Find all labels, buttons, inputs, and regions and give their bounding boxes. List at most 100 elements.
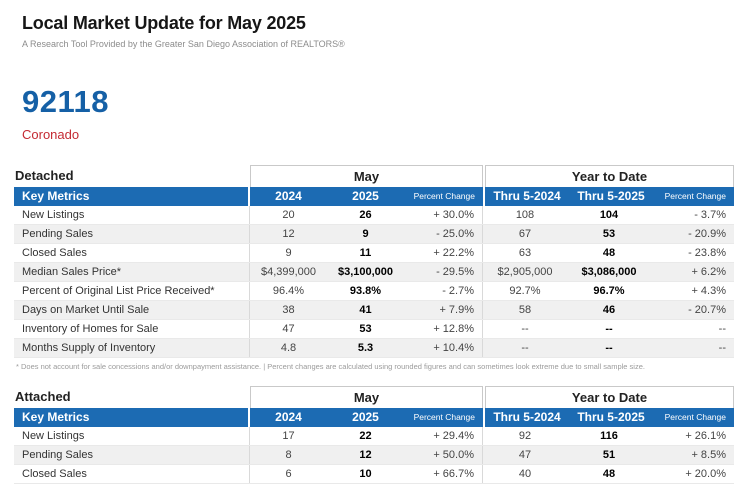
cell-ytd-2025: 96.7% xyxy=(593,285,625,297)
table-row: Closed Sales 6 10 + 66.7% 40 48 + 20.0% xyxy=(14,465,734,484)
cell-may-2025: $3,100,000 xyxy=(337,266,394,278)
cell-may-2025: 12 xyxy=(359,449,372,461)
cell-may-change: + 66.7% xyxy=(404,465,483,483)
metric-label: New Listings xyxy=(14,206,250,224)
cell-may-change: + 7.9% xyxy=(404,301,483,319)
zip-code: 92118 xyxy=(22,84,109,119)
cell-may-2024: 8 xyxy=(285,449,292,461)
col-thru-2024: Thru 5-2024 xyxy=(493,189,561,203)
col-thru-2024: Thru 5-2024 xyxy=(493,410,561,424)
cell-ytd-2024: 92 xyxy=(518,430,532,442)
cell-may-2025: 10 xyxy=(359,468,372,480)
table-row: New Listings 20 26 + 30.0% 108 104 - 3.7% xyxy=(14,206,734,225)
metric-label: Days on Market Until Sale xyxy=(14,301,250,319)
cell-ytd-2024: 58 xyxy=(518,304,532,316)
metric-label: Percent of Original List Price Received* xyxy=(14,282,250,300)
may-group-header: May xyxy=(250,165,483,187)
cell-ytd-change: -- xyxy=(718,323,726,335)
cell-ytd-change: + 8.5% xyxy=(691,449,726,461)
cell-may-change: + 22.2% xyxy=(404,244,483,262)
col-thru-2025: Thru 5-2025 xyxy=(577,189,645,203)
cell-may-2025: 11 xyxy=(359,247,372,259)
section-title-attached: Attached xyxy=(15,389,71,404)
cell-ytd-change: + 26.1% xyxy=(685,430,726,442)
may-columns-header: 2024 2025 Percent Change xyxy=(250,408,483,427)
col-percent-change: Percent Change xyxy=(413,412,475,422)
cell-may-2024: $4,399,000 xyxy=(260,266,317,278)
detached-table: Detached May Year to Date Key Metrics 20… xyxy=(14,165,734,358)
metric-label: Closed Sales xyxy=(14,465,250,483)
cell-may-2025: 93.8% xyxy=(349,285,382,297)
cell-ytd-2025: 116 xyxy=(600,430,618,442)
table-row: Pending Sales 12 9 - 25.0% 67 53 - 20.9% xyxy=(14,225,734,244)
cell-may-2024: 6 xyxy=(285,468,292,480)
cell-may-change: + 10.4% xyxy=(404,339,483,357)
cell-may-change: + 12.8% xyxy=(404,320,483,338)
table-row: New Listings 17 22 + 29.4% 92 116 + 26.1% xyxy=(14,427,734,446)
cell-may-2025: 5.3 xyxy=(357,342,374,354)
detached-group-header: Detached May Year to Date xyxy=(14,165,734,187)
cell-ytd-change: + 4.3% xyxy=(691,285,726,297)
may-group-header: May xyxy=(250,386,483,408)
cell-ytd-change: + 6.2% xyxy=(691,266,726,278)
cell-ytd-2025: 51 xyxy=(602,449,616,461)
cell-ytd-2025: 53 xyxy=(602,228,616,240)
cell-ytd-change: - 23.8% xyxy=(688,247,726,259)
cell-may-change: - 29.5% xyxy=(404,263,483,281)
attached-table: Attached May Year to Date Key Metrics 20… xyxy=(14,386,734,484)
city-name: Coronado xyxy=(22,127,80,142)
cell-ytd-2025: 48 xyxy=(602,247,616,259)
cell-ytd-2025: 48 xyxy=(602,468,616,480)
col-thru-2025: Thru 5-2025 xyxy=(577,410,645,424)
cell-may-2024: 20 xyxy=(282,209,295,221)
cell-may-2025: 41 xyxy=(359,304,372,316)
cell-ytd-2024: $2,905,000 xyxy=(497,266,553,278)
cell-ytd-change: - 3.7% xyxy=(694,209,726,221)
key-metrics-label: Key Metrics xyxy=(14,187,248,206)
ytd-group-header: Year to Date xyxy=(485,165,734,187)
key-metrics-label: Key Metrics xyxy=(14,408,248,427)
table-row: Median Sales Price* $4,399,000 $3,100,000-… xyxy=(14,263,734,282)
col-2024: 2024 xyxy=(275,410,302,424)
cell-may-2024: 38 xyxy=(282,304,295,316)
cell-may-change: - 2.7% xyxy=(404,282,483,300)
cell-ytd-2024: 108 xyxy=(515,209,535,221)
cell-may-2024: 47 xyxy=(282,323,295,335)
col-ytd-percent-change: Percent Change xyxy=(664,191,726,201)
key-metrics-header-row: Key Metrics 2024 2025 Percent Change Thr… xyxy=(14,408,734,427)
section-title-detached: Detached xyxy=(15,168,74,183)
cell-ytd-change: + 20.0% xyxy=(685,468,726,480)
cell-ytd-2025: -- xyxy=(605,342,613,354)
cell-may-change: + 30.0% xyxy=(404,206,483,224)
cell-may-2024: 9 xyxy=(285,247,292,259)
detached-rows: New Listings 20 26 + 30.0% 108 104 - 3.7% Pendi… xyxy=(14,206,734,358)
metric-label: Inventory of Homes for Sale xyxy=(14,320,250,338)
cell-may-change: + 50.0% xyxy=(404,446,483,464)
col-2025: 2025 xyxy=(352,410,379,424)
attached-group-header: Attached May Year to Date xyxy=(14,386,734,408)
col-2025: 2025 xyxy=(352,189,379,203)
cell-ytd-2025: $3,086,000 xyxy=(581,266,637,278)
cell-may-change: + 29.4% xyxy=(404,427,483,445)
ytd-columns-header: Thru 5-2024 Thru 5-2025 Percent Change xyxy=(485,408,734,427)
key-metrics-header-row: Key Metrics 2024 2025 Percent Change Thr… xyxy=(14,187,734,206)
table-row: Pending Sales 8 12 + 50.0% 47 51 + 8.5% xyxy=(14,446,734,465)
col-2024: 2024 xyxy=(275,189,302,203)
cell-ytd-change: - 20.7% xyxy=(688,304,726,316)
cell-may-2025: 9 xyxy=(362,228,369,240)
metric-label: New Listings xyxy=(14,427,250,445)
table-row: Months Supply of Inventory 4.8 5.3 + 10.4% -… xyxy=(14,339,734,358)
page-subtitle: A Research Tool Provided by the Greater … xyxy=(22,39,345,49)
footnote: * Does not account for sale concessions … xyxy=(16,362,645,371)
metric-label: Closed Sales xyxy=(14,244,250,262)
cell-may-2025: 53 xyxy=(359,323,372,335)
cell-ytd-2024: 67 xyxy=(518,228,532,240)
cell-may-2025: 26 xyxy=(359,209,372,221)
cell-ytd-2025: 104 xyxy=(599,209,619,221)
cell-ytd-2024: 40 xyxy=(518,468,532,480)
cell-may-2024: 4.8 xyxy=(280,342,297,354)
cell-may-change: - 25.0% xyxy=(404,225,483,243)
cell-ytd-change: -- xyxy=(718,342,726,354)
cell-may-2024: 96.4% xyxy=(272,285,305,297)
